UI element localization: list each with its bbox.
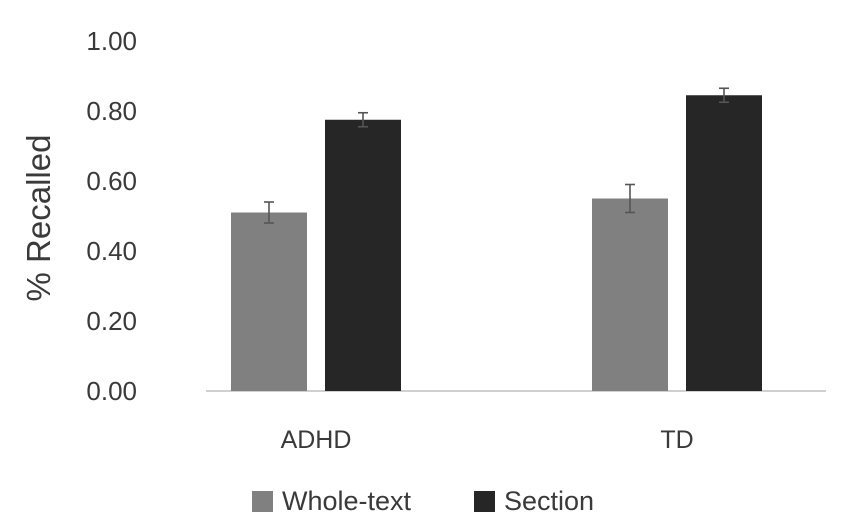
legend-item: Section	[474, 486, 594, 516]
y-tick-label: 0.60	[86, 166, 137, 196]
error-bar	[625, 183, 635, 214]
bar-whole-text-adhd	[231, 212, 307, 391]
error-bar	[358, 111, 368, 128]
error-bar	[719, 87, 729, 104]
x-axis-ticks: ADHD TD	[281, 426, 694, 454]
y-tick-label: 0.20	[86, 306, 137, 336]
legend-item: Whole-text	[252, 486, 412, 516]
bars-group	[231, 95, 762, 391]
y-tick-label: 0.00	[86, 376, 137, 406]
y-tick-label: 0.40	[86, 236, 137, 266]
legend-swatch	[474, 491, 495, 512]
legend-label: Whole-text	[282, 486, 412, 516]
legend-swatch	[252, 491, 273, 512]
y-axis-label-group: % Recalled	[20, 135, 57, 302]
x-tick-label: TD	[660, 426, 693, 454]
y-tick-label: 0.80	[86, 96, 137, 126]
y-tick-label: 1.00	[86, 26, 137, 56]
x-tick-label: ADHD	[281, 426, 352, 454]
legend-label: Section	[504, 486, 594, 516]
bar-section-td	[686, 95, 762, 391]
error-bar	[264, 201, 274, 224]
y-axis-ticks: 0.00 0.20 0.40 0.60 0.80 1.00	[86, 26, 137, 406]
bar-section-adhd	[325, 119, 401, 391]
error-bars-group	[264, 87, 729, 224]
legend: Whole-text Section	[252, 486, 594, 516]
y-axis-label: % Recalled	[20, 135, 57, 302]
bar-whole-text-td	[592, 198, 668, 391]
